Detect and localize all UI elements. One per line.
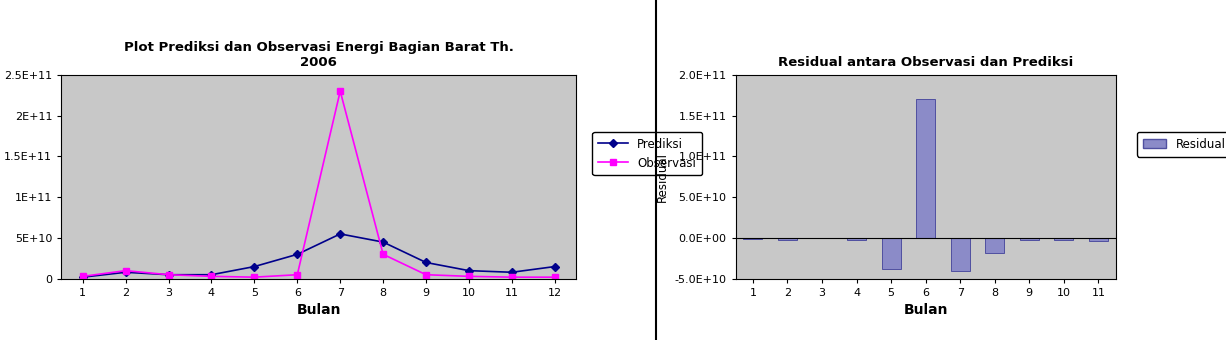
Prediksi <box>375 240 390 244</box>
X-axis label: Bulan: Bulan <box>904 303 948 317</box>
Prediksi <box>118 270 132 274</box>
Line: Prediksi: Prediksi <box>80 231 558 280</box>
Prediksi <box>333 232 348 236</box>
Observasi <box>461 274 476 278</box>
Observasi <box>547 275 562 279</box>
Bar <box>779 238 797 240</box>
Observasi <box>118 269 132 273</box>
Bar <box>1020 238 1038 240</box>
Bar <box>986 238 1004 253</box>
X-axis label: Bulan: Bulan <box>297 303 341 317</box>
Observasi <box>246 275 262 279</box>
Bar <box>847 238 866 240</box>
Observasi <box>418 273 434 277</box>
Prediksi <box>505 270 520 274</box>
Prediksi <box>161 273 177 277</box>
Bar <box>881 238 901 269</box>
Title: Residual antara Observasi dan Prediksi: Residual antara Observasi dan Prediksi <box>779 56 1073 69</box>
Y-axis label: Residual: Residual <box>656 152 669 202</box>
Prediksi <box>246 265 262 269</box>
Observasi <box>333 89 348 93</box>
Observasi <box>375 252 390 256</box>
Bar <box>743 238 763 239</box>
Prediksi <box>291 252 305 256</box>
Bar <box>1089 238 1108 241</box>
Bar <box>916 99 935 238</box>
Bar <box>950 238 970 271</box>
Observasi <box>291 273 305 277</box>
Observasi <box>204 274 218 278</box>
Observasi <box>161 273 177 277</box>
Prediksi <box>76 275 91 279</box>
Title: Plot Prediksi dan Observasi Energi Bagian Barat Th.
2006: Plot Prediksi dan Observasi Energi Bagia… <box>124 41 514 69</box>
Legend: Prediksi, Observasi: Prediksi, Observasi <box>592 132 702 175</box>
Observasi <box>76 274 91 278</box>
Legend: Residual: Residual <box>1137 132 1226 156</box>
Line: Observasi: Observasi <box>80 88 558 280</box>
Prediksi <box>418 260 434 265</box>
Observasi <box>505 275 520 279</box>
Prediksi <box>204 273 218 277</box>
Prediksi <box>461 269 476 273</box>
Bar <box>1054 238 1073 240</box>
Prediksi <box>547 265 562 269</box>
